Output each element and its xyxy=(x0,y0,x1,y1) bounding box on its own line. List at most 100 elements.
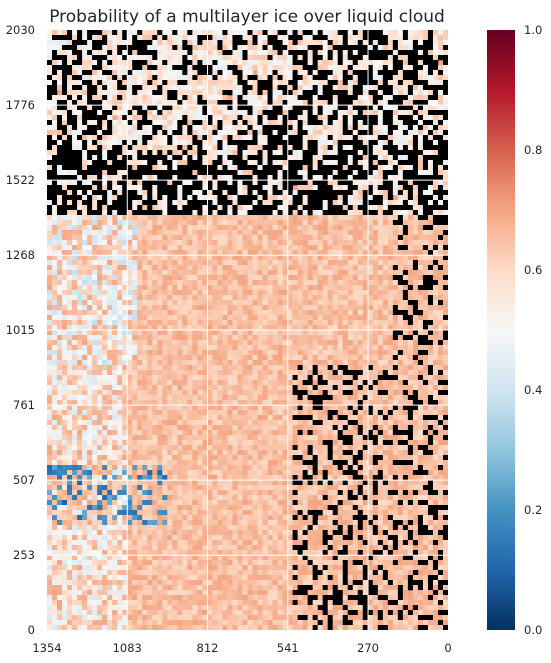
heatmap-cell xyxy=(132,225,138,231)
heatmap-cell xyxy=(197,180,203,186)
heatmap-cell xyxy=(387,145,394,151)
heatmap-cell xyxy=(92,205,98,211)
heatmap-cell xyxy=(222,340,228,346)
heatmap-cell xyxy=(287,170,293,176)
heatmap-cell xyxy=(57,220,63,226)
heatmap-cell xyxy=(197,160,203,166)
heatmap-cell xyxy=(57,195,63,201)
heatmap-cell xyxy=(82,205,88,211)
heatmap-cell xyxy=(52,310,58,316)
heatmap-cell xyxy=(122,305,128,311)
heatmap-cell xyxy=(262,100,268,106)
heatmap-cell xyxy=(372,245,379,251)
heatmap-cell xyxy=(62,65,68,71)
heatmap-cell xyxy=(377,235,384,241)
heatmap-cell xyxy=(392,295,399,301)
heatmap-cell xyxy=(387,305,394,311)
heatmap-cell xyxy=(47,325,53,331)
heatmap-cell xyxy=(332,135,339,141)
heatmap-cell xyxy=(217,55,223,61)
heatmap-cell xyxy=(167,250,173,256)
heatmap-cell xyxy=(72,255,78,261)
heatmap-cell xyxy=(117,270,123,276)
heatmap-cell xyxy=(442,310,448,316)
heatmap-cell xyxy=(387,115,394,121)
heatmap-cell xyxy=(422,205,429,211)
heatmap-cell xyxy=(292,215,298,221)
heatmap-cell xyxy=(332,150,339,156)
heatmap-cell xyxy=(232,220,238,226)
heatmap-cell xyxy=(102,55,108,61)
heatmap-cell xyxy=(277,80,283,86)
heatmap-cell xyxy=(387,50,394,56)
heatmap-cell xyxy=(327,115,334,121)
heatmap-cell xyxy=(152,240,158,246)
heatmap-cell xyxy=(332,70,339,76)
heatmap-cell xyxy=(352,315,359,321)
heatmap-cell xyxy=(332,100,339,106)
heatmap-cell xyxy=(122,140,128,146)
heatmap-cell xyxy=(247,155,253,161)
heatmap-cell xyxy=(92,310,98,316)
heatmap-cell xyxy=(272,110,278,116)
heatmap-cell xyxy=(82,180,88,186)
heatmap-cell xyxy=(247,170,253,176)
heatmap-cell xyxy=(392,95,399,101)
heatmap-cell xyxy=(292,220,298,226)
heatmap-cell xyxy=(427,155,434,161)
heatmap-cell xyxy=(342,115,349,121)
heatmap-cell xyxy=(47,290,53,296)
heatmap-cell xyxy=(287,40,293,46)
heatmap-cell xyxy=(397,65,404,71)
heatmap-cell xyxy=(367,60,374,66)
heatmap-cell xyxy=(242,330,248,336)
heatmap-cell xyxy=(277,140,283,146)
heatmap-cell xyxy=(252,60,258,66)
heatmap-cell xyxy=(427,65,434,71)
heatmap-cell xyxy=(332,65,339,71)
heatmap-cell xyxy=(432,285,439,291)
heatmap-cell xyxy=(337,240,344,246)
heatmap-cell xyxy=(367,305,374,311)
heatmap-cell xyxy=(102,115,108,121)
heatmap-cell xyxy=(407,125,414,131)
heatmap-cell xyxy=(252,45,258,51)
heatmap-cell xyxy=(337,80,344,86)
heatmap-cell xyxy=(307,320,313,326)
heatmap-cell xyxy=(132,150,138,156)
heatmap-cell xyxy=(407,270,414,276)
heatmap-cell xyxy=(257,40,263,46)
heatmap-cell xyxy=(142,90,148,96)
heatmap-cell xyxy=(362,90,369,96)
heatmap-cell xyxy=(412,270,419,276)
heatmap-cell xyxy=(137,280,143,286)
heatmap-cell xyxy=(262,95,268,101)
heatmap-cell xyxy=(237,195,243,201)
heatmap-cell xyxy=(232,65,238,71)
heatmap-cell xyxy=(267,200,273,206)
heatmap-cell xyxy=(437,180,444,186)
heatmap-cell xyxy=(242,85,248,91)
heatmap-cell xyxy=(147,120,153,126)
heatmap-cell xyxy=(277,190,283,196)
heatmap-cell xyxy=(267,270,273,276)
heatmap-cell xyxy=(427,115,434,121)
heatmap-cell xyxy=(242,80,248,86)
heatmap-cell xyxy=(272,50,278,56)
heatmap-cell xyxy=(322,250,328,256)
heatmap-cell xyxy=(102,330,108,336)
heatmap-cell xyxy=(422,300,429,306)
heatmap-cell xyxy=(157,150,163,156)
heatmap-cell xyxy=(437,210,444,216)
heatmap-cell xyxy=(102,50,108,56)
heatmap-cell xyxy=(287,300,293,306)
heatmap-cell xyxy=(267,160,273,166)
heatmap-cell xyxy=(237,180,243,186)
heatmap-cell xyxy=(382,40,389,46)
heatmap-cell xyxy=(237,30,243,36)
heatmap-cell xyxy=(222,85,228,91)
heatmap-cell xyxy=(317,145,323,151)
heatmap-cell xyxy=(297,310,303,316)
heatmap-cell xyxy=(72,125,78,131)
heatmap-cell xyxy=(182,150,188,156)
